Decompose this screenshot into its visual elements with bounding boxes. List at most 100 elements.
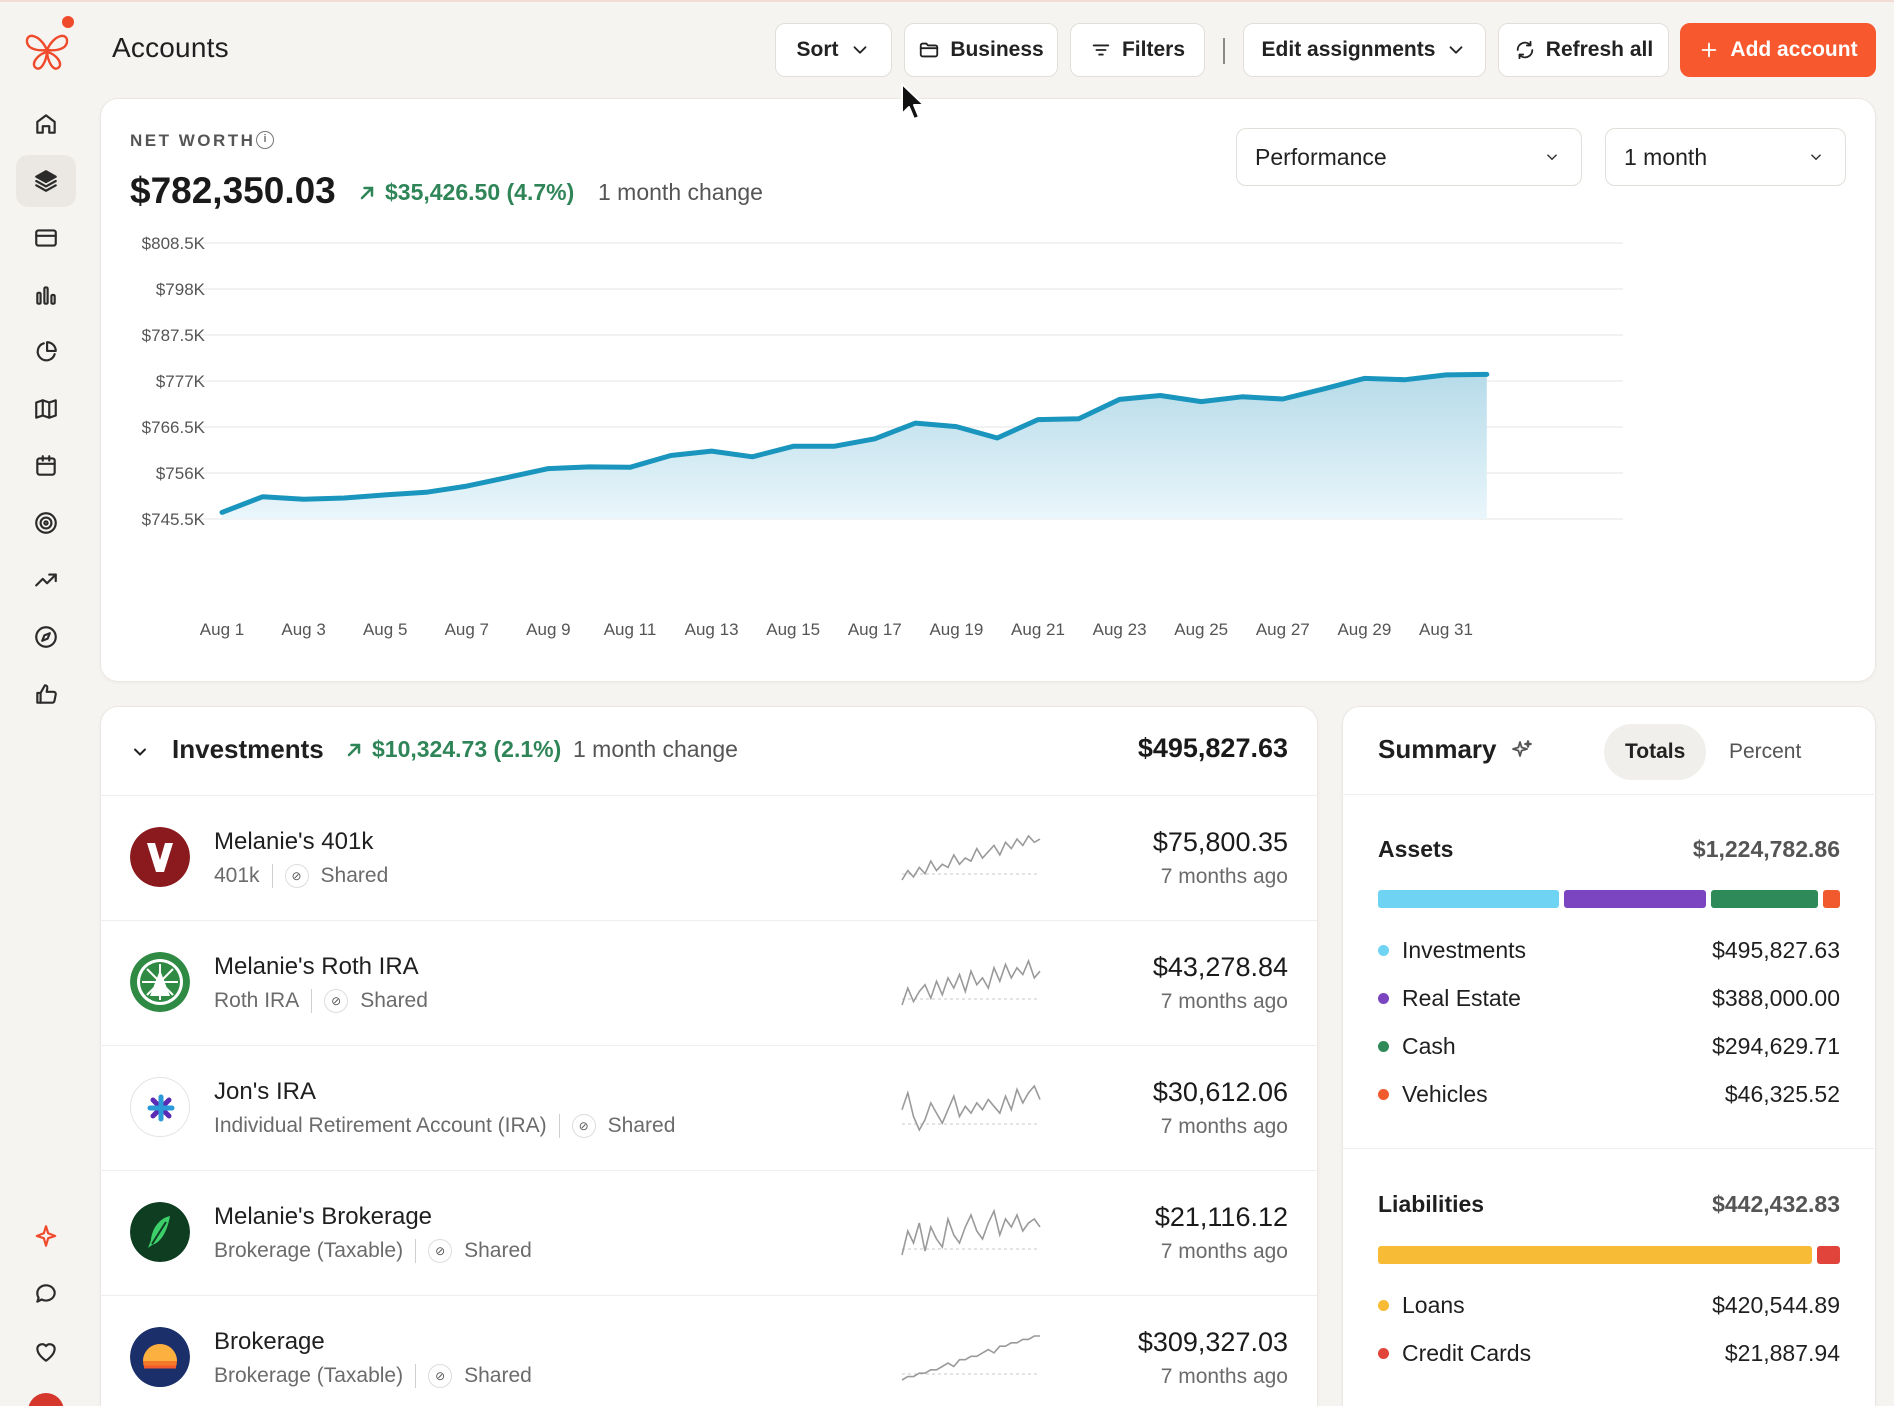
plus-icon <box>1702 42 1717 58</box>
sidebar-item-recurring[interactable] <box>16 440 76 492</box>
sidebar-item-assistant[interactable] <box>16 1210 76 1262</box>
sidebar-item-reports[interactable] <box>16 326 76 378</box>
sidebar-item-investments[interactable] <box>16 554 76 606</box>
bar-segment[interactable] <box>1817 1246 1840 1264</box>
legend-item-loans[interactable]: Loans $420,544.89 <box>1378 1292 1840 1319</box>
y-tick-label: $787.5K <box>142 326 206 345</box>
legend-item-cash[interactable]: Cash $294,629.71 <box>1378 1033 1840 1060</box>
net-worth-chart[interactable]: $808.5K $798K $787.5K $777K $766.5K $756K $745… <box>100 235 1860 655</box>
target-icon <box>35 512 57 534</box>
y-tick-label: $777K <box>156 372 206 391</box>
account-meta: Brokerage (Taxable) ⊘ Shared <box>214 1239 532 1263</box>
assets-bar <box>1378 890 1840 908</box>
y-tick-label: $798K <box>156 280 206 299</box>
sidebar-item-dashboard[interactable] <box>16 98 76 150</box>
legend-label: Credit Cards <box>1402 1340 1532 1366</box>
vanguard-logo <box>130 827 190 887</box>
sidebar-item-feedback[interactable] <box>16 668 76 720</box>
shared-label: Shared <box>607 1114 676 1137</box>
tab-totals[interactable]: Totals <box>1604 724 1707 780</box>
add-account-button[interactable]: Add account <box>1680 23 1876 77</box>
bar-segment[interactable] <box>1710 890 1819 908</box>
y-tick-label: $808.5K <box>142 235 206 253</box>
sidebar-item-goals[interactable] <box>16 497 76 549</box>
bar-chart-icon <box>36 286 56 305</box>
page-title: Accounts <box>112 32 229 63</box>
chevron-down-icon[interactable] <box>130 742 150 762</box>
legend-value: $294,629.71 <box>1712 1033 1840 1059</box>
x-tick-label: Aug 25 <box>1174 620 1228 639</box>
layers-icon <box>35 170 57 192</box>
business-button[interactable]: Business <box>904 23 1058 77</box>
account-sparkline <box>901 834 1041 881</box>
legend-dot <box>1378 1041 1389 1052</box>
sidebar-item-plan[interactable] <box>16 383 76 435</box>
time-period-select[interactable]: 1 month <box>1605 128 1846 186</box>
net-worth-change-label: 1 month change <box>598 179 763 205</box>
sidebar-item-cash-flow[interactable] <box>16 269 76 321</box>
refresh-all-label: Refresh all <box>1545 38 1654 61</box>
legend-value: $21,887.94 <box>1724 1340 1840 1366</box>
summary-divider <box>1342 794 1874 795</box>
time-period-value: 1 month <box>1624 143 1708 170</box>
account-row[interactable]: Melanie's 401k 401k ⊘ Shared $75,800.35 … <box>100 796 1318 921</box>
bar-segment[interactable] <box>1378 1246 1813 1264</box>
account-row[interactable]: Melanie's Roth IRA Roth IRA ⊘ Shared $43… <box>100 921 1318 1046</box>
robinhood-logo <box>130 1202 190 1262</box>
filters-button[interactable]: Filters <box>1070 23 1205 77</box>
sidebar-item-accounts[interactable] <box>16 155 76 207</box>
legend-item-real-estate[interactable]: Real Estate $388,000.00 <box>1378 985 1840 1012</box>
refresh-all-button[interactable]: Refresh all <box>1498 23 1669 77</box>
bar-segment[interactable] <box>1563 890 1706 908</box>
y-tick-label: $766.5K <box>142 418 206 437</box>
sidebar-item-messages[interactable] <box>16 1267 76 1319</box>
tab-percent[interactable]: Percent <box>1728 740 1802 763</box>
sparkle-icon[interactable] <box>1510 738 1534 762</box>
meta-divider <box>558 1114 560 1138</box>
edit-assignments-button[interactable]: Edit assignments <box>1243 23 1486 77</box>
account-row[interactable]: Melanie's Brokerage Brokerage (Taxable) … <box>100 1171 1318 1296</box>
shared-label: Shared <box>464 1239 532 1262</box>
notification-dot <box>62 16 74 28</box>
legend-item-vehicles[interactable]: Vehicles $46,325.52 <box>1378 1081 1840 1108</box>
thumbs-up-icon <box>36 684 57 704</box>
account-sparkline <box>901 1084 1041 1132</box>
user-avatar[interactable] <box>28 1393 64 1406</box>
summary-view-toggle: Totals Percent <box>1604 724 1824 780</box>
account-row[interactable]: Jon's IRA Individual Retirement Account … <box>100 1046 1318 1171</box>
info-icon[interactable]: i <box>256 131 274 149</box>
legend-label: Real Estate <box>1402 985 1521 1011</box>
account-name: Melanie's Roth IRA <box>214 953 419 980</box>
sidebar-item-favorites[interactable] <box>16 1326 76 1378</box>
chart-type-select[interactable]: Performance <box>1236 128 1582 186</box>
shared-icon: ⊘ <box>324 989 349 1013</box>
monarch-logo-icon[interactable] <box>22 26 72 76</box>
sidebar-item-transactions[interactable] <box>16 212 76 264</box>
investments-header[interactable]: Investments $10,324.73 (2.1%) 1 month ch… <box>100 706 1318 796</box>
chevron-down-icon <box>1450 46 1463 54</box>
shared-label: Shared <box>464 1364 532 1387</box>
liabilities-bar <box>1378 1246 1840 1264</box>
x-tick-label: Aug 19 <box>929 620 983 639</box>
legend-item-credit-cards[interactable]: Credit Cards $21,887.94 <box>1378 1340 1840 1367</box>
bar-segment[interactable] <box>1378 890 1559 908</box>
x-tick-label: Aug 17 <box>848 620 902 639</box>
account-row[interactable]: Brokerage Brokerage (Taxable) ⊘ Shared $… <box>100 1296 1318 1406</box>
account-balance: $21,116.12 <box>1154 1202 1288 1232</box>
legend-value: $388,000.00 <box>1712 985 1840 1011</box>
edit-assignments-label: Edit assignments <box>1261 38 1436 61</box>
meta-divider <box>415 1364 417 1388</box>
account-updated: 7 months ago <box>1160 865 1288 888</box>
add-account-label: Add account <box>1730 38 1858 61</box>
legend-item-investments[interactable]: Investments $495,827.63 <box>1378 937 1840 964</box>
legend-label: Loans <box>1402 1292 1465 1318</box>
account-balance: $75,800.35 <box>1152 827 1288 857</box>
summary-title: Summary <box>1378 734 1497 764</box>
x-tick-label: Aug 7 <box>445 620 489 639</box>
sort-button[interactable]: Sort <box>775 23 892 77</box>
map-icon <box>35 399 57 419</box>
sparkline-path <box>901 958 1041 1006</box>
bar-segment[interactable] <box>1823 890 1840 908</box>
sidebar-item-advice[interactable] <box>16 611 76 663</box>
x-tick-label: Aug 27 <box>1256 620 1310 639</box>
